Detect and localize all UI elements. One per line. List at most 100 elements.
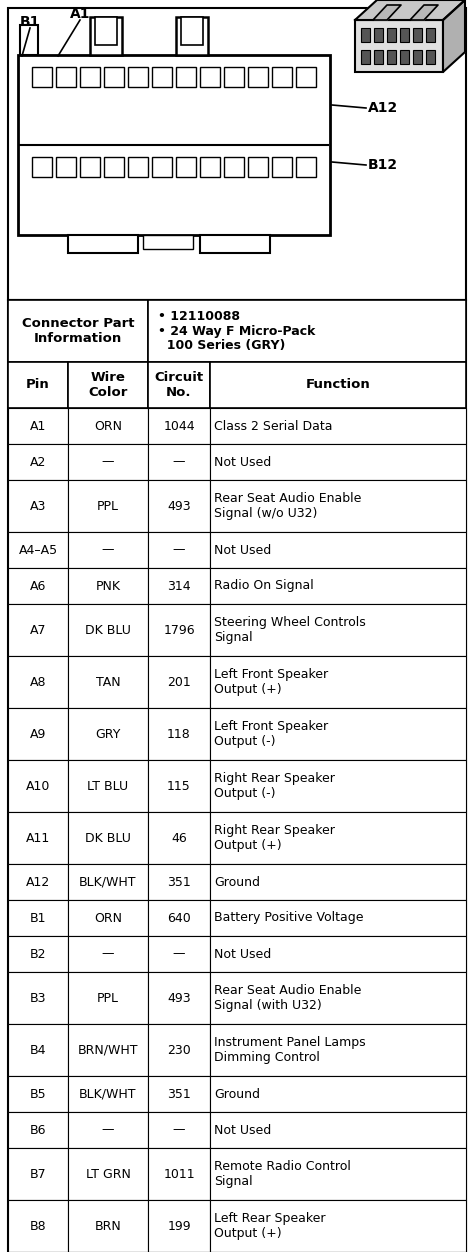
Bar (128, 68, 148, 86)
Bar (426, 28, 435, 43)
Text: Class 2 Serial Data: Class 2 Serial Data (214, 419, 332, 432)
Bar (68, 362, 148, 408)
Text: A8: A8 (30, 676, 46, 689)
Text: ORN: ORN (94, 419, 122, 432)
Bar (210, 656, 466, 707)
Bar (143, 235, 193, 249)
Bar (148, 813, 210, 864)
Text: Left Front Speaker
Output (+): Left Front Speaker Output (+) (214, 669, 328, 696)
Text: Ground: Ground (214, 875, 260, 889)
Bar (8, 1112, 68, 1148)
Text: 201: 201 (167, 676, 191, 689)
Bar (148, 972, 210, 1024)
Text: Connector Part
Information: Connector Part Information (22, 317, 134, 346)
Text: Pin: Pin (26, 378, 50, 392)
Bar (8, 656, 68, 707)
Text: PPL: PPL (97, 992, 119, 1004)
Text: Radio On Signal: Radio On Signal (214, 580, 314, 592)
Text: BLK/WHT: BLK/WHT (79, 875, 137, 889)
Bar (148, 1112, 210, 1148)
Bar (148, 444, 210, 480)
Bar (210, 1199, 466, 1252)
Bar (68, 603, 148, 656)
Bar (387, 28, 396, 43)
Bar (68, 900, 148, 936)
Text: Function: Function (306, 378, 370, 392)
Text: 1796: 1796 (163, 623, 195, 636)
Text: —: — (173, 1123, 185, 1137)
Bar (8, 864, 68, 900)
Text: B12: B12 (368, 158, 398, 172)
Bar (148, 707, 210, 760)
Bar (148, 864, 210, 900)
Bar (8, 1199, 68, 1252)
Text: 314: 314 (167, 580, 191, 592)
Bar (176, 68, 196, 86)
Text: A1: A1 (70, 8, 90, 21)
Text: A6: A6 (30, 580, 46, 592)
Bar (152, 68, 172, 86)
Bar (148, 300, 466, 362)
Bar (272, 156, 292, 177)
Bar (413, 28, 422, 43)
Bar (148, 1199, 210, 1252)
Text: A1: A1 (30, 419, 46, 432)
Text: —: — (102, 543, 114, 556)
Bar (68, 1075, 148, 1112)
Bar (148, 532, 210, 568)
Bar (200, 156, 220, 177)
Bar (68, 656, 148, 707)
Text: ORN: ORN (94, 911, 122, 924)
Text: Wire
Color: Wire Color (88, 371, 128, 399)
Text: B7: B7 (30, 1168, 46, 1181)
Text: Right Rear Speaker
Output (+): Right Rear Speaker Output (+) (214, 824, 335, 853)
Bar (210, 760, 466, 813)
Text: B8: B8 (30, 1219, 46, 1232)
Text: Not Used: Not Used (214, 543, 271, 556)
Text: Left Rear Speaker
Output (+): Left Rear Speaker Output (+) (214, 1212, 326, 1239)
Bar (56, 156, 76, 177)
Bar (210, 1024, 466, 1075)
Bar (90, 18, 122, 55)
Text: GRY: GRY (95, 727, 121, 740)
Bar (68, 1112, 148, 1148)
Bar (104, 156, 124, 177)
Bar (200, 68, 220, 86)
Bar (104, 68, 124, 86)
Bar (296, 156, 316, 177)
Text: A4–A5: A4–A5 (18, 543, 57, 556)
Text: A9: A9 (30, 727, 46, 740)
Bar (148, 936, 210, 972)
Text: 115: 115 (167, 780, 191, 793)
Bar (68, 568, 148, 603)
Bar (224, 156, 244, 177)
Bar (148, 1024, 210, 1075)
Bar (80, 68, 100, 86)
Bar (148, 656, 210, 707)
Text: LT GRN: LT GRN (86, 1168, 130, 1181)
Bar (148, 362, 210, 408)
Text: Right Rear Speaker
Output (-): Right Rear Speaker Output (-) (214, 772, 335, 800)
Bar (8, 444, 68, 480)
Bar (200, 235, 270, 253)
Bar (210, 480, 466, 532)
Text: Not Used: Not Used (214, 948, 271, 960)
Text: —: — (173, 948, 185, 960)
Bar (210, 1148, 466, 1199)
Text: 640: 640 (167, 911, 191, 924)
Text: PPL: PPL (97, 500, 119, 512)
Bar (8, 1024, 68, 1075)
Bar (68, 936, 148, 972)
Bar (210, 532, 466, 568)
Bar (32, 68, 52, 86)
Bar (210, 813, 466, 864)
Text: Ground: Ground (214, 1088, 260, 1101)
Text: A2: A2 (30, 456, 46, 468)
Bar (8, 568, 68, 603)
Text: • 12110088
• 24 Way F Micro-Pack
  100 Series (GRY): • 12110088 • 24 Way F Micro-Pack 100 Ser… (158, 309, 315, 353)
Bar (374, 28, 383, 43)
Text: BRN/WHT: BRN/WHT (78, 1043, 138, 1057)
Bar (8, 972, 68, 1024)
Bar (224, 68, 244, 86)
Bar (361, 28, 370, 43)
